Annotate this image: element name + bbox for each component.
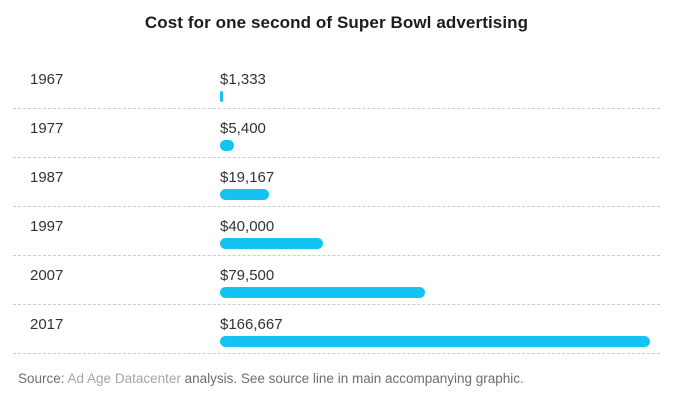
year-label: 2017 [30, 316, 64, 333]
bar-1967 [220, 91, 224, 102]
bar-2007 [220, 287, 426, 298]
bar-1977 [220, 140, 234, 151]
year-label: 1967 [30, 71, 64, 88]
year-label: 2007 [30, 267, 64, 284]
chart-row-1977: 1977 $5,400 [13, 109, 660, 158]
chart-row-2017: 2017 $166,667 [13, 305, 660, 354]
chart-row-1987: 1987 $19,167 [13, 158, 660, 207]
value-label: $40,000 [220, 218, 275, 235]
bar-2017 [220, 336, 650, 347]
value-label: $5,400 [220, 120, 266, 137]
bar-1987 [220, 189, 270, 200]
chart-row-1997: 1997 $40,000 [13, 207, 660, 256]
value-label: $166,667 [220, 316, 283, 333]
source-line: Source: Ad Age Datacenter analysis. See … [18, 371, 700, 386]
year-label: 1977 [30, 120, 64, 137]
bar-chart: 1967 $1,333 1977 $5,400 1987 $19,167 199… [13, 60, 660, 354]
chart-container: Cost for one second of Super Bowl advert… [13, 13, 660, 354]
value-label: $1,333 [220, 71, 266, 88]
year-label: 1987 [30, 169, 64, 186]
chart-row-2007: 2007 $79,500 [13, 256, 660, 305]
chart-row-1967: 1967 $1,333 [13, 60, 660, 109]
value-label: $79,500 [220, 267, 275, 284]
source-prefix: Source: [18, 371, 68, 386]
chart-title: Cost for one second of Super Bowl advert… [144, 13, 529, 32]
year-label: 1997 [30, 218, 64, 235]
source-suffix: analysis. See source line in main accomp… [180, 371, 524, 386]
source-name: Ad Age Datacenter [67, 371, 181, 386]
bar-1997 [220, 238, 324, 249]
value-label: $19,167 [220, 169, 275, 186]
